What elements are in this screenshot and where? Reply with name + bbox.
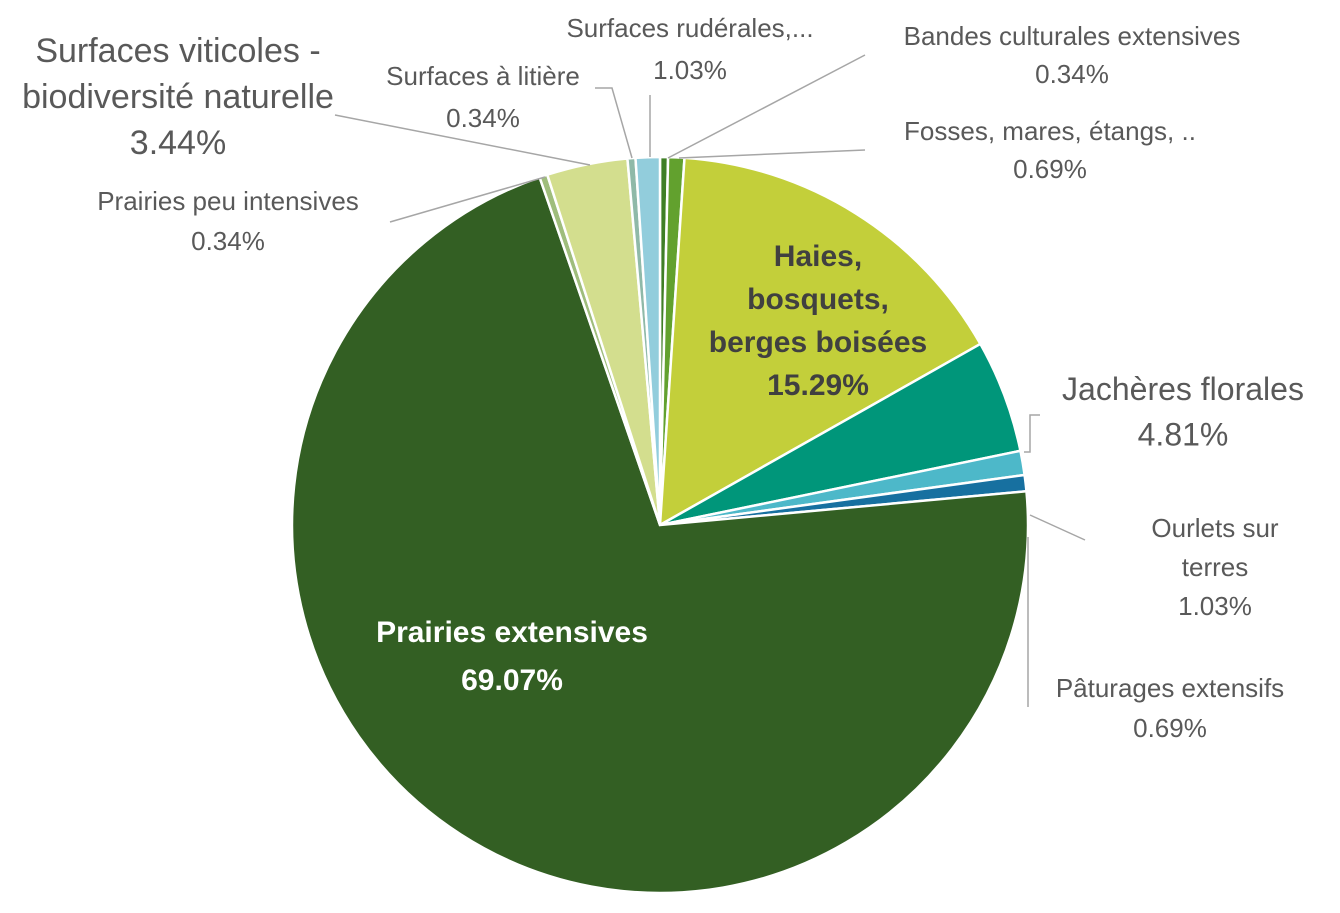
slice-label: Prairies extensives: [376, 616, 648, 649]
value-label: 69.07%: [461, 664, 563, 697]
value-label: 0.34%: [191, 226, 265, 256]
slice-label: Fosses, mares, étangs, ..: [904, 116, 1196, 146]
slice-label: Bandes culturales extensives: [904, 21, 1241, 51]
slice-label: Surfaces à litière: [386, 61, 580, 91]
slice-label: Ourlets sur terres: [1151, 513, 1278, 582]
value-label: 0.34%: [1035, 59, 1109, 89]
slice-label: Pâturages extensifs: [1056, 673, 1284, 703]
slice-label: Surfaces rudérales,...: [566, 13, 813, 43]
slice-label: Haies, bosquets, berges boisées: [709, 240, 927, 359]
pie-slice: [634, 155, 662, 526]
slice-label: Jachères florales: [1062, 371, 1304, 407]
leader-line: [389, 176, 546, 223]
value-label: 4.81%: [1138, 416, 1229, 452]
value-label: 1.03%: [1178, 591, 1252, 621]
value-label: 1.03%: [653, 55, 727, 85]
slice-label: Prairies peu intensives: [97, 186, 359, 216]
value-label: 0.69%: [1133, 713, 1207, 743]
leader-line: [667, 54, 866, 159]
slice-label: Surfaces viticoles -biodiversité naturel…: [22, 32, 334, 116]
leader-line: [678, 149, 866, 159]
value-label: 0.69%: [1013, 154, 1087, 184]
leader-line: [1029, 514, 1086, 541]
pie-slice: [658, 156, 983, 528]
pie-slice: [290, 175, 1030, 895]
value-label: 3.44%: [130, 124, 226, 162]
leader-line: [595, 87, 633, 159]
value-label: 0.34%: [446, 103, 520, 133]
leader-line: [334, 114, 591, 166]
value-label: 15.29%: [767, 369, 869, 402]
leader-line: [1024, 414, 1040, 453]
